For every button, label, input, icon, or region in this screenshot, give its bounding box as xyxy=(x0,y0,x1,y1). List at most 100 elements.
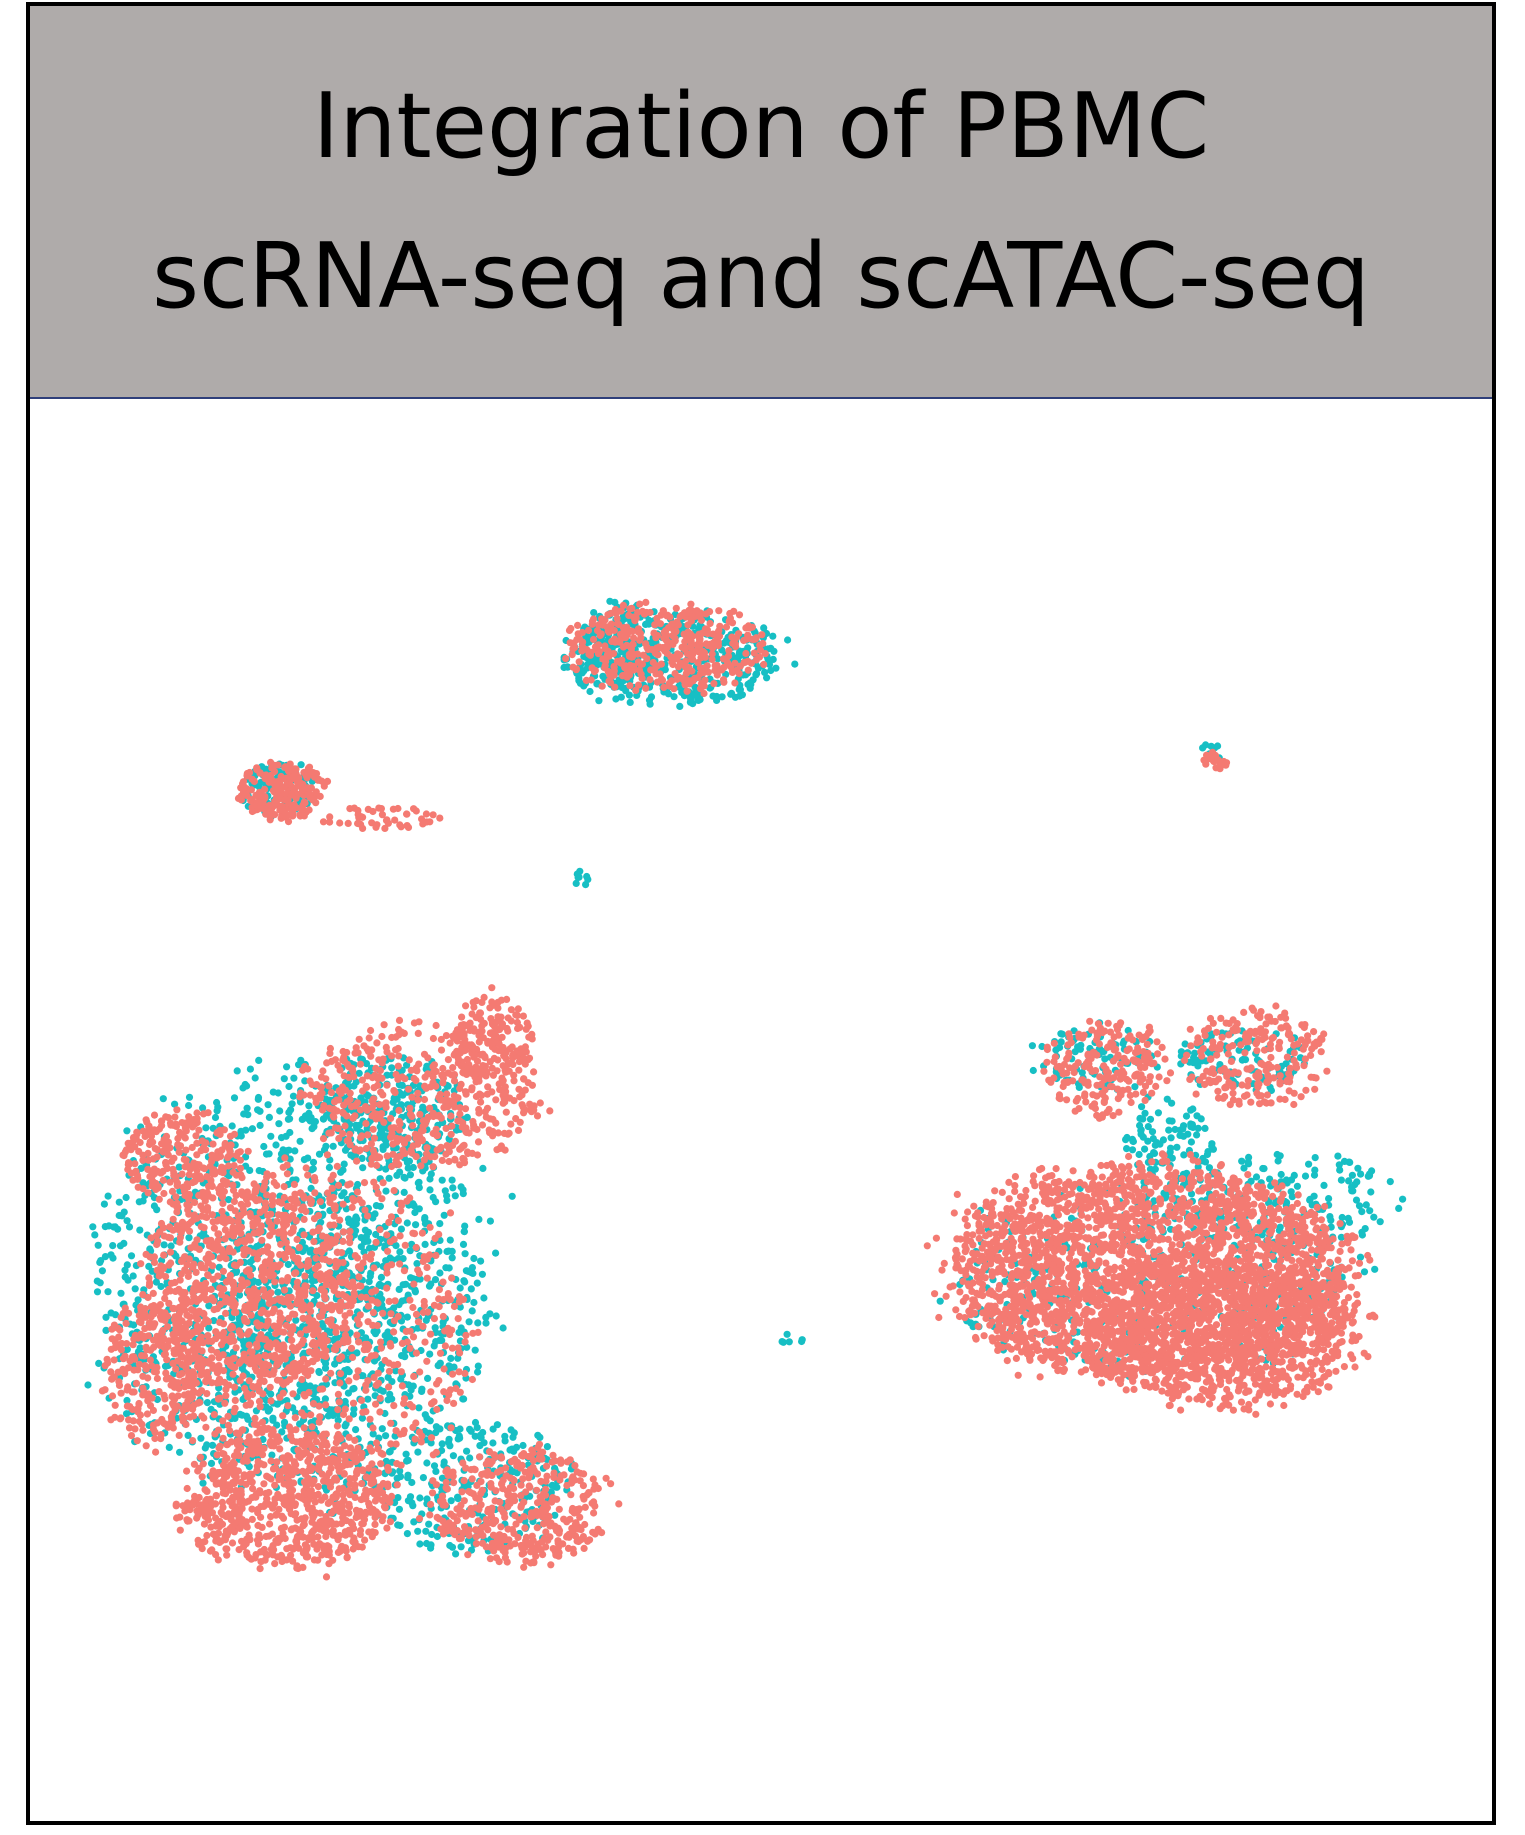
data-point xyxy=(327,1089,335,1097)
data-point xyxy=(346,1130,354,1138)
data-point xyxy=(1167,1144,1175,1152)
data-point xyxy=(236,1164,245,1172)
data-point xyxy=(417,1162,425,1170)
data-point xyxy=(636,660,645,668)
data-point xyxy=(150,1111,159,1119)
data-point xyxy=(173,1106,181,1114)
cluster-1-2 xyxy=(319,804,444,832)
data-point xyxy=(431,1153,439,1161)
data-point xyxy=(1193,1131,1201,1139)
data-point xyxy=(415,1018,423,1026)
data-point xyxy=(436,1220,444,1228)
data-point xyxy=(575,658,583,666)
data-point xyxy=(447,1130,455,1138)
data-point xyxy=(322,1142,330,1150)
data-point xyxy=(265,1113,273,1121)
data-point xyxy=(407,1146,415,1154)
data-point xyxy=(416,1494,424,1502)
data-point xyxy=(476,1431,484,1439)
data-point xyxy=(133,1175,142,1183)
data-point xyxy=(123,1396,131,1405)
data-point xyxy=(190,1116,198,1124)
data-point xyxy=(356,1060,364,1068)
data-point xyxy=(507,1426,515,1434)
data-point xyxy=(500,1129,508,1137)
data-point xyxy=(459,1190,467,1198)
data-point xyxy=(284,1115,292,1123)
data-point xyxy=(123,1127,131,1135)
data-point xyxy=(353,1157,361,1165)
data-point xyxy=(1311,1166,1319,1174)
data-point xyxy=(340,1160,348,1168)
data-point xyxy=(355,1035,363,1043)
data-point xyxy=(254,791,262,799)
data-point xyxy=(756,646,765,654)
data-point xyxy=(1345,1177,1353,1185)
data-point xyxy=(162,1113,170,1121)
data-point xyxy=(185,1093,194,1101)
data-point xyxy=(1203,1150,1211,1159)
data-point xyxy=(1201,1124,1209,1132)
figure-frame: Integration of PBMC scRNA-seq and scATAC… xyxy=(26,2,1496,1825)
data-point xyxy=(202,1139,210,1147)
data-point xyxy=(1301,1172,1310,1180)
title-banner: Integration of PBMC scRNA-seq and scATAC… xyxy=(30,6,1492,399)
data-point xyxy=(356,1106,365,1114)
data-point xyxy=(1277,1170,1285,1179)
data-point xyxy=(694,632,702,640)
data-point xyxy=(158,1122,166,1130)
data-point xyxy=(388,1052,396,1060)
data-point xyxy=(591,666,600,675)
data-point xyxy=(606,679,615,687)
data-point xyxy=(1151,1141,1159,1149)
data-point xyxy=(246,1166,254,1174)
data-point xyxy=(700,689,708,698)
data-point xyxy=(248,807,256,816)
data-point xyxy=(468,1084,476,1092)
data-point xyxy=(97,1257,105,1265)
data-point xyxy=(450,1071,459,1079)
data-point xyxy=(388,1395,396,1403)
data-point xyxy=(432,1082,440,1090)
data-point xyxy=(382,1043,390,1051)
data-point xyxy=(303,784,311,792)
data-point xyxy=(153,1206,161,1214)
data-point xyxy=(301,1077,309,1085)
data-point xyxy=(732,634,741,642)
data-point xyxy=(147,1132,156,1140)
data-point xyxy=(515,1066,523,1074)
data-point xyxy=(653,678,661,686)
data-point xyxy=(688,655,696,663)
data-point xyxy=(1182,1112,1191,1120)
data-point xyxy=(442,1264,450,1272)
data-point xyxy=(1179,1125,1187,1133)
data-point xyxy=(634,625,643,633)
data-point xyxy=(647,666,655,674)
data-point xyxy=(448,1543,457,1551)
data-point xyxy=(207,1459,216,1467)
data-point xyxy=(501,1432,509,1440)
data-point xyxy=(447,1112,455,1120)
data-point xyxy=(687,695,695,704)
data-point xyxy=(229,1168,237,1176)
data-point xyxy=(182,1146,190,1154)
data-point xyxy=(267,1132,275,1140)
data-point xyxy=(743,635,751,643)
data-point xyxy=(636,600,644,608)
data-point xyxy=(375,1056,383,1064)
data-point xyxy=(362,1233,370,1241)
data-point xyxy=(203,1441,211,1449)
data-point xyxy=(688,649,697,657)
data-point xyxy=(443,1196,451,1205)
data-point xyxy=(395,1016,404,1024)
data-point xyxy=(1138,1103,1146,1111)
data-point xyxy=(276,1107,284,1115)
data-point xyxy=(98,1267,106,1275)
data-point xyxy=(429,1034,437,1043)
data-point xyxy=(273,785,281,793)
data-point xyxy=(594,641,603,649)
data-point xyxy=(201,1197,209,1205)
data-point xyxy=(188,1143,196,1152)
data-point xyxy=(425,1520,433,1528)
data-point xyxy=(395,1160,403,1169)
